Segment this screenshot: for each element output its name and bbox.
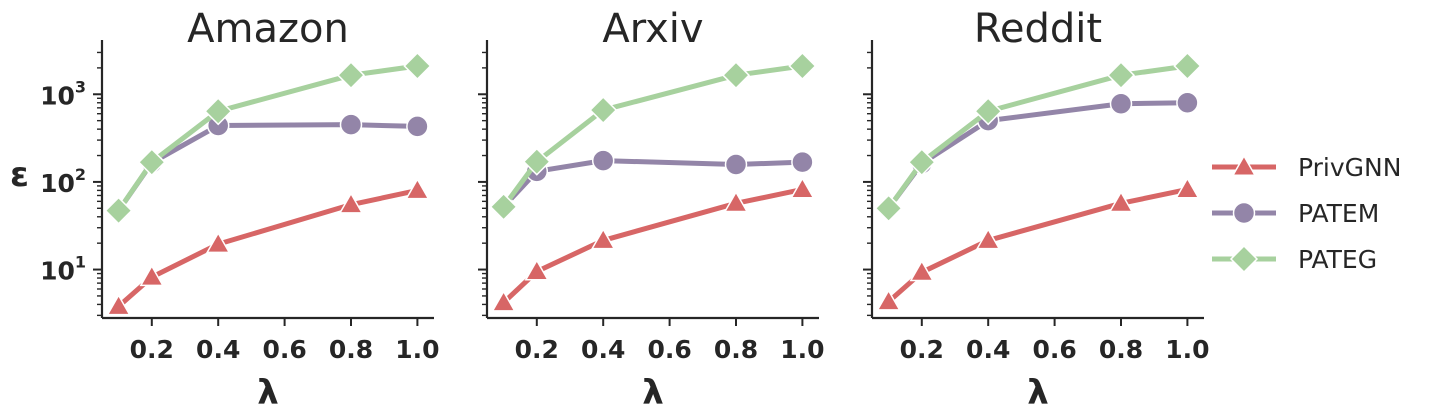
legend-item-privgnn: PrivGNN bbox=[1212, 153, 1401, 182]
series-line bbox=[116, 187, 418, 309]
data-point bbox=[1173, 51, 1202, 81]
data-point bbox=[874, 194, 903, 223]
x-axis-label: λ bbox=[257, 373, 279, 412]
x-tick-label: 1.0 bbox=[1165, 335, 1209, 364]
series-pateg bbox=[874, 51, 1202, 223]
data-point bbox=[721, 61, 751, 90]
data-point bbox=[489, 192, 518, 221]
y-tick-label: 101 bbox=[40, 253, 86, 286]
data-point bbox=[907, 148, 936, 177]
legend-item-patem: PATEM bbox=[1212, 199, 1379, 228]
data-point bbox=[405, 177, 430, 200]
data-point bbox=[204, 97, 233, 126]
data-point bbox=[790, 176, 815, 199]
x-tick-label: 0.4 bbox=[196, 335, 240, 364]
data-point bbox=[205, 231, 231, 254]
y-tick-label: 103 bbox=[40, 77, 86, 110]
panel-arxiv: Arxiv 0.2 0.4 0.6 0.8 1.0 λ bbox=[478, 6, 825, 412]
data-point bbox=[791, 150, 814, 174]
x-tick-label: 0.4 bbox=[581, 335, 625, 364]
data-point bbox=[1175, 176, 1200, 199]
data-point bbox=[338, 192, 364, 214]
series-privgnn bbox=[491, 176, 815, 312]
x-tick-label: 1.0 bbox=[395, 335, 439, 364]
series-line bbox=[501, 63, 803, 209]
data-point bbox=[106, 293, 131, 316]
data-point bbox=[524, 258, 550, 281]
x-tick-label: 0.4 bbox=[966, 335, 1010, 364]
data-point bbox=[788, 51, 817, 81]
data-point bbox=[139, 264, 165, 287]
legend-label: PrivGNN bbox=[1298, 153, 1401, 182]
series-line bbox=[886, 187, 1188, 304]
data-point bbox=[339, 113, 363, 136]
y-tick-label: 102 bbox=[40, 165, 86, 198]
y-axis-label: ε bbox=[10, 155, 29, 195]
data-point bbox=[104, 196, 133, 225]
series-line bbox=[886, 63, 1188, 210]
legend-label: PATEG bbox=[1298, 245, 1377, 274]
series-privgnn bbox=[106, 177, 430, 316]
panel-amazon: Amazon 101 102 103 0.2 0.4 0.6 0.8 1.0 λ ε bbox=[10, 6, 440, 412]
series-pateg bbox=[489, 51, 817, 221]
legend-item-pateg: PATEG bbox=[1212, 244, 1377, 274]
data-point bbox=[1106, 61, 1136, 90]
x-tick-label: 0.6 bbox=[647, 335, 691, 364]
x-tick-label: 0.6 bbox=[1032, 335, 1076, 364]
data-point bbox=[137, 148, 166, 177]
legend-marker bbox=[1232, 201, 1256, 225]
x-tick-label: 0.8 bbox=[714, 335, 758, 364]
data-point bbox=[974, 97, 1003, 126]
data-point bbox=[590, 227, 616, 250]
data-point bbox=[403, 51, 432, 81]
legend-label: PATEM bbox=[1298, 199, 1379, 228]
x-tick-label: 0.6 bbox=[262, 335, 306, 364]
x-axis-label: λ bbox=[642, 373, 664, 412]
data-point bbox=[491, 290, 516, 312]
data-point bbox=[1108, 190, 1134, 213]
data-point bbox=[909, 259, 935, 282]
x-tick-label: 1.0 bbox=[780, 335, 824, 364]
data-point bbox=[723, 190, 749, 213]
series-line bbox=[501, 187, 803, 305]
data-point bbox=[336, 61, 366, 90]
legend: PrivGNN PATEM PATEG bbox=[1212, 153, 1401, 274]
series-privgnn bbox=[876, 176, 1200, 311]
data-point bbox=[406, 115, 429, 138]
data-point bbox=[724, 153, 748, 176]
x-tick-label: 0.2 bbox=[130, 335, 174, 364]
chart-title: Arxiv bbox=[602, 6, 703, 52]
x-axis-label: λ bbox=[1027, 373, 1049, 412]
data-point bbox=[1176, 91, 1199, 115]
data-point bbox=[1109, 92, 1133, 115]
legend-marker bbox=[1231, 154, 1257, 176]
chart-title: Amazon bbox=[187, 6, 349, 52]
data-point bbox=[522, 147, 551, 176]
chart-title: Reddit bbox=[974, 6, 1102, 52]
data-point bbox=[589, 96, 618, 125]
x-tick-label: 0.2 bbox=[515, 335, 559, 364]
series-pateg bbox=[104, 51, 432, 225]
x-tick-label: 0.8 bbox=[1099, 335, 1143, 364]
legend-marker bbox=[1229, 244, 1259, 274]
x-tick-label: 0.2 bbox=[900, 335, 944, 364]
series-line bbox=[116, 63, 418, 213]
data-point bbox=[876, 289, 901, 311]
panel-reddit: Reddit 0.2 0.4 0.6 0.8 1.0 λ bbox=[863, 6, 1210, 412]
data-point bbox=[975, 227, 1001, 250]
x-tick-label: 0.8 bbox=[329, 335, 373, 364]
data-point bbox=[591, 149, 615, 172]
